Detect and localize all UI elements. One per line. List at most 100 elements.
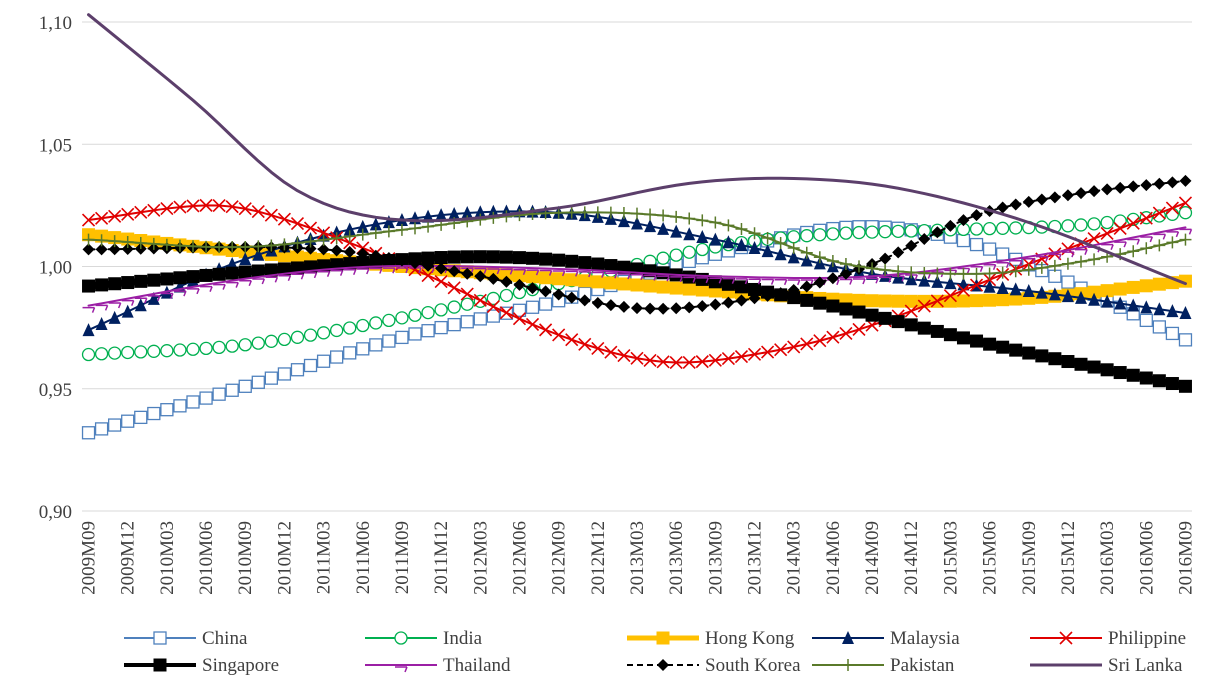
data-point-india [160,344,174,358]
legend-marker [394,631,408,645]
data-point-india [329,323,344,338]
data-point-pakistan [879,264,892,277]
data-point-philippine [173,200,187,214]
data-point-singapore [839,302,853,316]
legend-marker [395,666,408,673]
data-point-singapore [943,328,957,342]
data-point-south-korea [722,296,735,309]
data-point-thailand [1035,255,1049,262]
data-point-pakistan [1166,236,1179,249]
data-point-south-korea [826,272,839,285]
x-tick-label: 2012M12 [588,521,609,595]
legend-label: Philippine [1108,628,1186,649]
data-point-malaysia [1153,302,1166,316]
x-axis-tick-labels: 2009M09 2009M12 2010M03 2010M06 2010M09 2010M… [79,521,1197,595]
data-point-philippine [460,287,474,301]
data-point-china [1152,320,1167,334]
data-point-malaysia [369,217,382,231]
legend-item-south-korea: South Korea [627,655,801,676]
data-point-china [199,391,213,405]
x-tick-label: 2011M12 [431,521,452,594]
data-point-philippine [81,213,96,227]
data-point-singapore [526,251,540,265]
data-point-singapore [956,331,970,345]
data-point-singapore [212,267,226,281]
data-point-thailand [709,277,723,284]
data-point-south-korea [931,226,944,239]
data-point-pakistan [252,240,265,253]
y-axis-tick-labels: 0,90 0,95 1,00 1,05 1,10 [39,13,72,523]
data-point-singapore [251,264,265,278]
data-point-south-korea [761,289,774,302]
data-point-south-korea [343,245,356,258]
data-point-china [1139,313,1153,328]
x-tick-label: 2014M09 [862,521,883,595]
data-point-malaysia [696,229,709,243]
data-point-south-korea [474,270,487,283]
legend-label: China [202,628,248,649]
data-point-thailand [356,268,370,275]
data-point-pakistan [1088,253,1101,266]
data-point-pakistan [1127,245,1140,258]
data-point-malaysia [996,281,1009,295]
data-point-philippine [512,312,527,326]
data-point-south-korea [787,284,800,297]
legend-marker [842,659,854,671]
data-point-thailand [539,269,553,276]
data-point-south-korea [944,219,957,232]
data-point-india [369,316,383,330]
data-point-pakistan [513,209,526,222]
data-point-south-korea [539,285,552,298]
data-point-malaysia [1114,296,1127,310]
data-point-south-korea [121,243,134,256]
data-point-malaysia [1166,304,1179,318]
legend-label: Thailand [443,655,511,676]
x-tick-label: 2011M03 [314,521,335,594]
data-point-philippine [774,343,788,357]
data-point-malaysia [1179,305,1192,319]
data-point-thailand [1061,251,1075,258]
data-point-philippine [682,355,696,369]
data-point-pakistan [95,234,108,247]
data-point-south-korea [1048,191,1061,204]
data-point-india [303,328,318,342]
data-point-philippine [813,334,827,348]
data-point-pakistan [644,208,657,221]
data-point-south-korea [748,292,761,305]
data-point-india [839,226,853,240]
data-point-thailand [226,281,239,288]
legend-marker [842,631,854,644]
legend-label: Pakistan [890,655,955,676]
data-point-malaysia [1140,300,1153,314]
data-point-india [382,313,396,328]
data-point-philippine [290,216,305,231]
data-point-singapore [721,277,735,291]
data-point-singapore [617,260,631,274]
data-point-malaysia [461,206,474,220]
data-point-south-korea [369,249,382,262]
data-point-pakistan [670,210,683,223]
data-point-india [107,346,122,360]
data-point-pakistan [905,266,918,279]
data-point-thailand [1048,253,1062,260]
data-point-south-korea [409,257,421,270]
data-point-india [669,248,683,262]
data-point-malaysia [644,219,657,233]
data-point-malaysia [435,208,448,222]
data-point-pakistan [343,230,356,243]
data-point-china [408,327,422,341]
data-point-philippine [1165,201,1179,215]
data-point-south-korea [839,267,852,280]
data-point-philippine [447,281,461,295]
data-point-thailand [839,278,853,285]
data-point-india [826,227,840,241]
data-point-china [251,375,265,389]
data-point-thailand [304,272,318,279]
data-point-thailand [983,264,997,271]
data-point-china [343,346,357,360]
series-china [81,220,1193,440]
data-point-pakistan [1009,265,1022,278]
data-point-philippine [434,275,448,289]
data-point-india [904,224,918,238]
data-point-philippine [604,345,618,359]
